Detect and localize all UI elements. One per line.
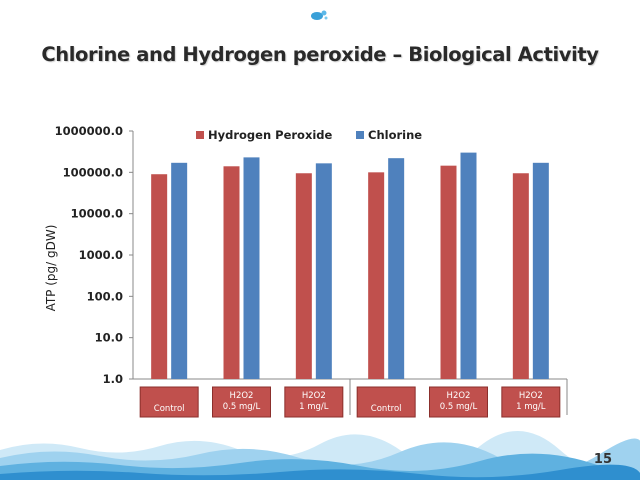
- water-droplets-icon: [311, 10, 328, 20]
- category-label-box: [429, 386, 488, 418]
- bar-chlorine: [532, 162, 549, 379]
- x-tick-label: Control: [371, 404, 402, 414]
- y-tick-label: 10000.0: [71, 207, 123, 221]
- y-tick-label: 1000.0: [79, 248, 123, 262]
- bar-chlorine: [315, 163, 332, 379]
- bar-hydrogen-peroxide: [512, 173, 529, 379]
- y-tick-label: 1.0: [103, 372, 123, 386]
- y-tick-label: 100000.0: [63, 165, 123, 179]
- x-tick-label: 1 mg/L: [299, 402, 329, 412]
- bar-chlorine: [460, 152, 477, 379]
- x-tick-label: H2O2: [302, 391, 326, 401]
- slide-title: Chlorine and Hydrogen peroxide – Biologi…: [41, 43, 599, 66]
- bar-hydrogen-peroxide: [440, 165, 457, 379]
- legend-swatch: [196, 131, 204, 139]
- water-wave-icon: [0, 430, 640, 480]
- bar-hydrogen-peroxide: [223, 166, 240, 379]
- bar-hydrogen-peroxide: [295, 173, 312, 379]
- category-label-box: [139, 386, 199, 418]
- x-tick-label: H2O2: [447, 391, 471, 401]
- y-tick-label: 1000000.0: [55, 124, 123, 138]
- bar-chlorine: [243, 157, 260, 379]
- x-tick-label: 1 mg/L: [516, 402, 546, 412]
- bar-chlorine: [171, 162, 188, 379]
- bar-chlorine: [388, 158, 405, 379]
- category-label-box: [212, 386, 271, 418]
- x-tick-label: H2O2: [519, 391, 543, 401]
- x-tick-label: H2O2: [230, 391, 254, 401]
- bar-hydrogen-peroxide: [368, 172, 385, 379]
- y-tick-label: 100.0: [87, 289, 123, 303]
- legend-label: Chlorine: [368, 128, 422, 142]
- legend-swatch: [356, 131, 364, 139]
- x-tick-label: Control: [154, 404, 185, 414]
- page-number: 15: [593, 452, 612, 467]
- bar-hydrogen-peroxide: [151, 174, 168, 379]
- category-label-box: [356, 386, 416, 418]
- category-label-box: [501, 386, 561, 418]
- x-tick-label: 0.5 mg/L: [440, 402, 478, 412]
- y-tick-label: 10.0: [95, 331, 123, 345]
- legend-label: Hydrogen Peroxide: [208, 128, 333, 142]
- y-axis-label: ATP (pg/ gDW): [44, 224, 58, 312]
- x-tick-label: 0.5 mg/L: [223, 402, 261, 412]
- category-label-box: [284, 386, 344, 418]
